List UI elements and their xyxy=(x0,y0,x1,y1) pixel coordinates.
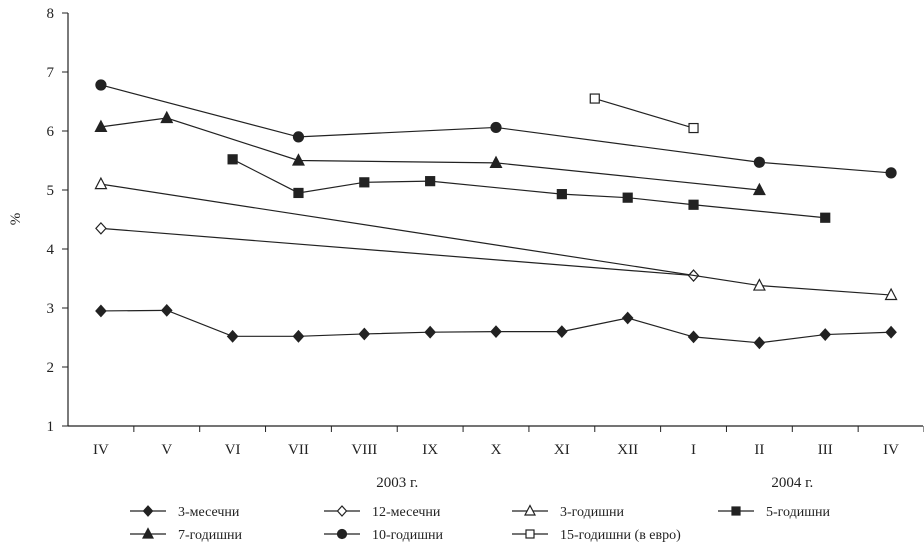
series-line xyxy=(232,158,826,219)
x-tick-label: II xyxy=(754,442,764,458)
y-tick-label: 4 xyxy=(47,242,55,258)
data-point xyxy=(292,131,305,143)
data-point xyxy=(94,176,108,190)
y-tick-label: 8 xyxy=(47,6,55,22)
data-point xyxy=(95,221,107,235)
data-point xyxy=(424,325,436,339)
x-tick-label: IX xyxy=(422,442,438,458)
data-point xyxy=(752,278,766,291)
year-label: 2003 г. xyxy=(376,475,418,491)
y-tick-label: 5 xyxy=(47,183,55,199)
series-line xyxy=(100,227,694,277)
data-point xyxy=(753,156,765,168)
data-point xyxy=(752,182,766,196)
data-point xyxy=(621,311,634,325)
legend-item: 3-годишни xyxy=(512,504,625,520)
data-point xyxy=(226,329,239,343)
legend: 3-месечни 12-месечни 3-годишни 5-годишни 7-г… xyxy=(130,504,831,543)
y-tick-label: 1 xyxy=(47,419,55,435)
series-3-месечни xyxy=(95,303,897,350)
x-tick-label: XII xyxy=(617,442,638,458)
data-point xyxy=(688,199,699,210)
data-point xyxy=(556,189,567,200)
data-point xyxy=(731,506,741,516)
data-point xyxy=(490,121,502,134)
legend-label: 12-месечни xyxy=(372,505,441,520)
data-point xyxy=(142,505,154,517)
data-point xyxy=(884,287,898,301)
x-tick-label: XI xyxy=(554,442,570,458)
legend-label: 5-годишни xyxy=(766,505,831,520)
legend-item: 5-годишни xyxy=(718,505,831,520)
data-point xyxy=(95,304,107,318)
legend-item: 15-годишни (в евро) xyxy=(512,528,681,543)
y-axis-title: % xyxy=(8,213,24,226)
x-tick-label: VIII xyxy=(351,442,377,458)
legend-item: 7-годишни xyxy=(130,527,243,543)
x-tick-label: I xyxy=(691,442,696,458)
series-line xyxy=(594,97,694,129)
series-7-годишни xyxy=(94,110,766,196)
series-12-месечни xyxy=(95,221,700,282)
data-point xyxy=(525,529,535,539)
data-point xyxy=(359,177,370,188)
data-point xyxy=(688,122,699,134)
data-point xyxy=(293,187,304,199)
x-tick-label: VII xyxy=(288,442,309,458)
y-tick-label: 6 xyxy=(47,124,55,140)
data-point xyxy=(490,325,502,338)
data-point xyxy=(94,119,108,132)
data-point xyxy=(227,154,238,165)
legend-label: 15-годишни (в евро) xyxy=(560,528,681,543)
x-tick-label: IV xyxy=(883,442,899,458)
data-point xyxy=(622,192,633,203)
data-point xyxy=(95,79,107,91)
series-5-годишни xyxy=(227,154,831,223)
data-point xyxy=(556,325,568,338)
x-tick-label: V xyxy=(161,442,172,458)
y-tick-label: 7 xyxy=(47,65,55,81)
series-line xyxy=(100,183,892,296)
y-tick-label: 2 xyxy=(47,360,55,376)
legend-label: 3-месечни xyxy=(178,505,240,520)
series-3-годишни xyxy=(94,176,898,301)
y-tick-label: 3 xyxy=(47,301,55,317)
data-point xyxy=(160,110,174,124)
legend-item: 3-месечни xyxy=(130,505,240,520)
data-point xyxy=(885,167,897,179)
series-layer xyxy=(94,79,898,350)
data-point xyxy=(336,505,348,517)
data-point xyxy=(291,153,305,166)
legend-item: 12-месечни xyxy=(324,505,441,520)
series-10-годишни xyxy=(95,79,897,179)
year-label: 2004 г. xyxy=(771,475,813,491)
x-tick-label: VI xyxy=(225,442,241,458)
x-tick-label: IV xyxy=(93,442,109,458)
legend-label: 3-годишни xyxy=(560,505,625,520)
data-point xyxy=(336,528,348,540)
data-point xyxy=(819,328,832,341)
legend-label: 7-годишни xyxy=(178,528,243,543)
data-point xyxy=(524,504,536,516)
data-point xyxy=(142,527,154,539)
x-tick-label: X xyxy=(491,442,502,458)
data-point xyxy=(820,212,831,223)
legend-item: 10-годишни xyxy=(324,528,444,543)
legend-label: 10-годишни xyxy=(372,528,444,543)
data-point xyxy=(425,176,436,187)
data-point xyxy=(885,325,897,339)
data-point xyxy=(753,336,766,350)
data-point xyxy=(160,303,173,317)
data-point xyxy=(292,329,305,343)
series-15-годишни (в евро) xyxy=(589,93,699,134)
data-point xyxy=(589,93,600,104)
data-point xyxy=(358,327,371,341)
data-point xyxy=(489,155,503,168)
data-point xyxy=(687,330,700,344)
x-tick-label: III xyxy=(818,442,833,458)
